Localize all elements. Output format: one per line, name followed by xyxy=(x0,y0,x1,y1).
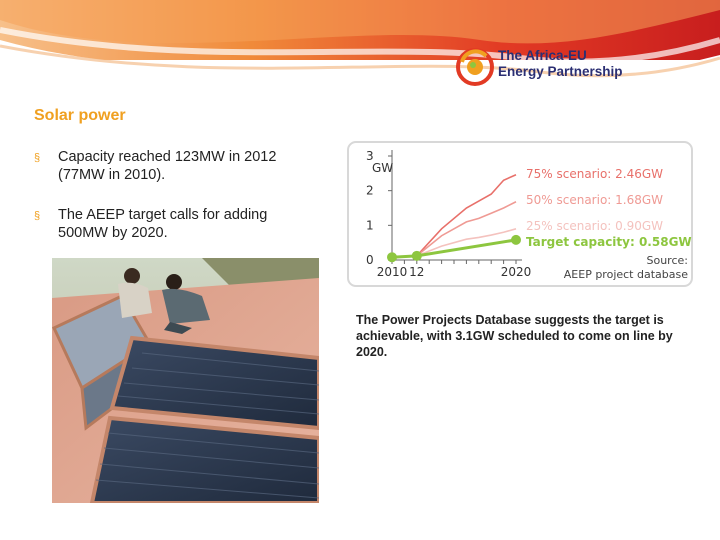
solar-panel-photo xyxy=(52,258,319,503)
target-point xyxy=(387,252,397,263)
source-value: AEEP project database xyxy=(564,268,688,281)
y-tick-label: 3 xyxy=(366,149,374,163)
bullet-line: 500MW by 2020. xyxy=(58,225,168,241)
bullet-line: The AEEP target calls for adding xyxy=(58,207,268,223)
bullet-list: § Capacity reached 123MW in 2012 (77MW i… xyxy=(34,148,334,264)
series-label: 75% scenario: 2.46GW xyxy=(526,167,663,181)
y-tick-label: 2 xyxy=(366,184,374,198)
bullet-marker: § xyxy=(34,210,41,222)
target-point xyxy=(411,250,422,261)
bullet-item: § The AEEP target calls for adding 500MW… xyxy=(34,206,334,242)
x-tick-label: 2010 xyxy=(377,265,408,279)
bullet-line: (77MW in 2010). xyxy=(58,167,166,183)
target-point xyxy=(511,234,521,245)
aeep-logo: The Africa-EU Energy Partnership xyxy=(456,44,636,92)
source-label: Source: xyxy=(647,254,689,267)
x-tick-label: 2020 xyxy=(501,265,532,279)
logo-line1: The Africa-EU xyxy=(498,48,587,63)
header-swoosh-banner xyxy=(0,0,720,105)
projects-note: The Power Projects Database suggests the… xyxy=(356,313,673,359)
y-tick-label: 0 xyxy=(366,253,374,267)
y-tick-label: 1 xyxy=(366,218,374,232)
logo-text: The Africa-EU Energy Partnership xyxy=(498,48,623,80)
series-label: Target capacity: 0.58GW xyxy=(526,235,692,249)
bullet-item: § Capacity reached 123MW in 2012 (77MW i… xyxy=(34,148,334,184)
series-line xyxy=(391,173,517,259)
logo-line2: Energy Partnership xyxy=(498,64,623,79)
x-tick-label: 12 xyxy=(409,265,424,279)
bullet-line: Capacity reached 123MW in 2012 xyxy=(58,149,277,165)
chart-frame xyxy=(347,141,693,287)
series-line xyxy=(391,201,517,259)
series-label: 25% scenario: 0.90GW xyxy=(526,219,663,233)
slide-title: Solar power xyxy=(34,107,126,124)
y-axis-label: GW xyxy=(372,161,393,175)
bullet-marker: § xyxy=(34,152,41,164)
series-label: 50% scenario: 1.68GW xyxy=(526,193,663,207)
aeep-logo-emblem-icon xyxy=(456,48,494,86)
